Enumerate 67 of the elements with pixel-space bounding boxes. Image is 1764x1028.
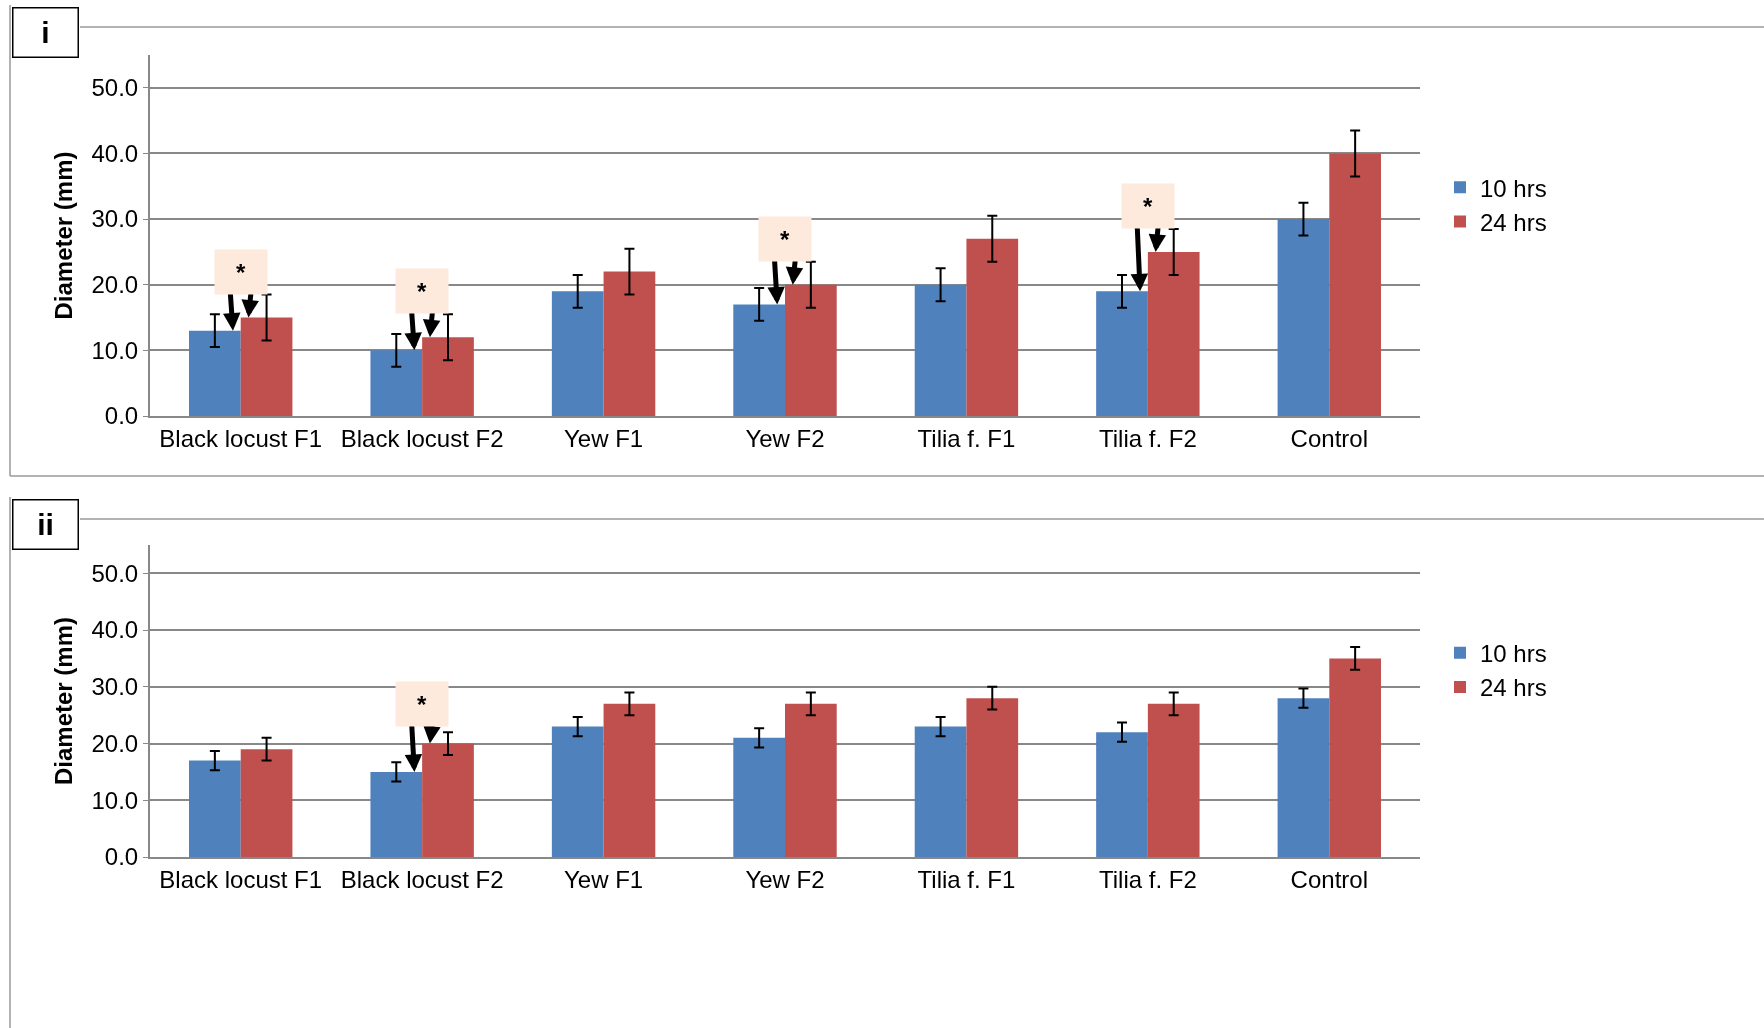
bar [914, 726, 967, 857]
y-tick-label: 50.0 [91, 74, 139, 102]
bar [966, 238, 1019, 416]
bar [966, 698, 1019, 857]
annotation: * [1143, 192, 1153, 220]
bar [1277, 698, 1330, 857]
legend-label: 10 hrs [1480, 174, 1547, 202]
y-axis-title: Diameter (mm) [50, 616, 78, 786]
bar [422, 337, 474, 416]
bar [1096, 732, 1148, 857]
bar [914, 284, 967, 416]
legend-label: 24 hrs [1480, 674, 1547, 702]
bar [240, 749, 293, 857]
bar [785, 703, 837, 857]
y-tick-label: 10.0 [91, 786, 139, 814]
x-tick-label: Tilia f. F1 [917, 424, 1016, 452]
bar [733, 737, 785, 857]
annotation: * [780, 225, 790, 253]
bar [1096, 291, 1148, 416]
x-tick-label: Control [1290, 424, 1368, 452]
y-tick-label: 30.0 [91, 205, 139, 233]
y-tick-label: 50.0 [91, 559, 139, 587]
x-tick-label: Control [1290, 865, 1368, 893]
x-tick-label: Yew F1 [563, 865, 644, 893]
legend-label: 10 hrs [1480, 640, 1547, 668]
bar [785, 284, 837, 416]
bar [240, 317, 293, 416]
x-tick-label: Black locust F1 [159, 424, 323, 452]
x-tick-label: Tilia f. F2 [1098, 424, 1197, 452]
x-tick-label: Black locust F2 [340, 424, 504, 452]
x-tick-label: Tilia f. F1 [917, 865, 1016, 893]
bar [733, 304, 785, 416]
bar [603, 271, 656, 416]
y-tick-label: 30.0 [91, 673, 139, 701]
y-tick-label: 40.0 [91, 616, 139, 644]
x-tick-label: Black locust F2 [340, 865, 504, 893]
bar [1277, 219, 1330, 416]
bar [551, 726, 604, 857]
bar [422, 743, 474, 857]
bar [1329, 153, 1381, 416]
bar [551, 291, 604, 416]
annotation: * [417, 277, 427, 305]
y-axis-title: Diameter (mm) [50, 151, 78, 320]
y-tick-label: 40.0 [91, 139, 139, 167]
y-tick-label: 10.0 [91, 336, 139, 364]
bar [189, 330, 241, 416]
chart-title: ii [37, 508, 54, 541]
bar [1147, 703, 1200, 857]
y-tick-label: 20.0 [91, 729, 139, 757]
annotation: * [236, 258, 246, 286]
y-tick-label: 20.0 [91, 271, 139, 299]
chart-title: i [41, 16, 50, 49]
y-tick-label: 0.0 [104, 843, 139, 871]
bar [189, 760, 241, 857]
bar [370, 350, 423, 416]
bar [603, 703, 656, 857]
y-tick-label: 0.0 [104, 402, 139, 430]
bar [1147, 251, 1200, 416]
x-tick-label: Yew F1 [563, 424, 644, 452]
x-tick-label: Yew F2 [745, 424, 825, 452]
bar [370, 771, 423, 857]
x-tick-label: Yew F2 [745, 865, 825, 893]
x-tick-label: Tilia f. F2 [1098, 865, 1197, 893]
x-tick-label: Black locust F1 [159, 865, 323, 893]
annotation: * [417, 690, 427, 718]
legend-label: 24 hrs [1480, 208, 1547, 236]
bar [1329, 658, 1381, 857]
